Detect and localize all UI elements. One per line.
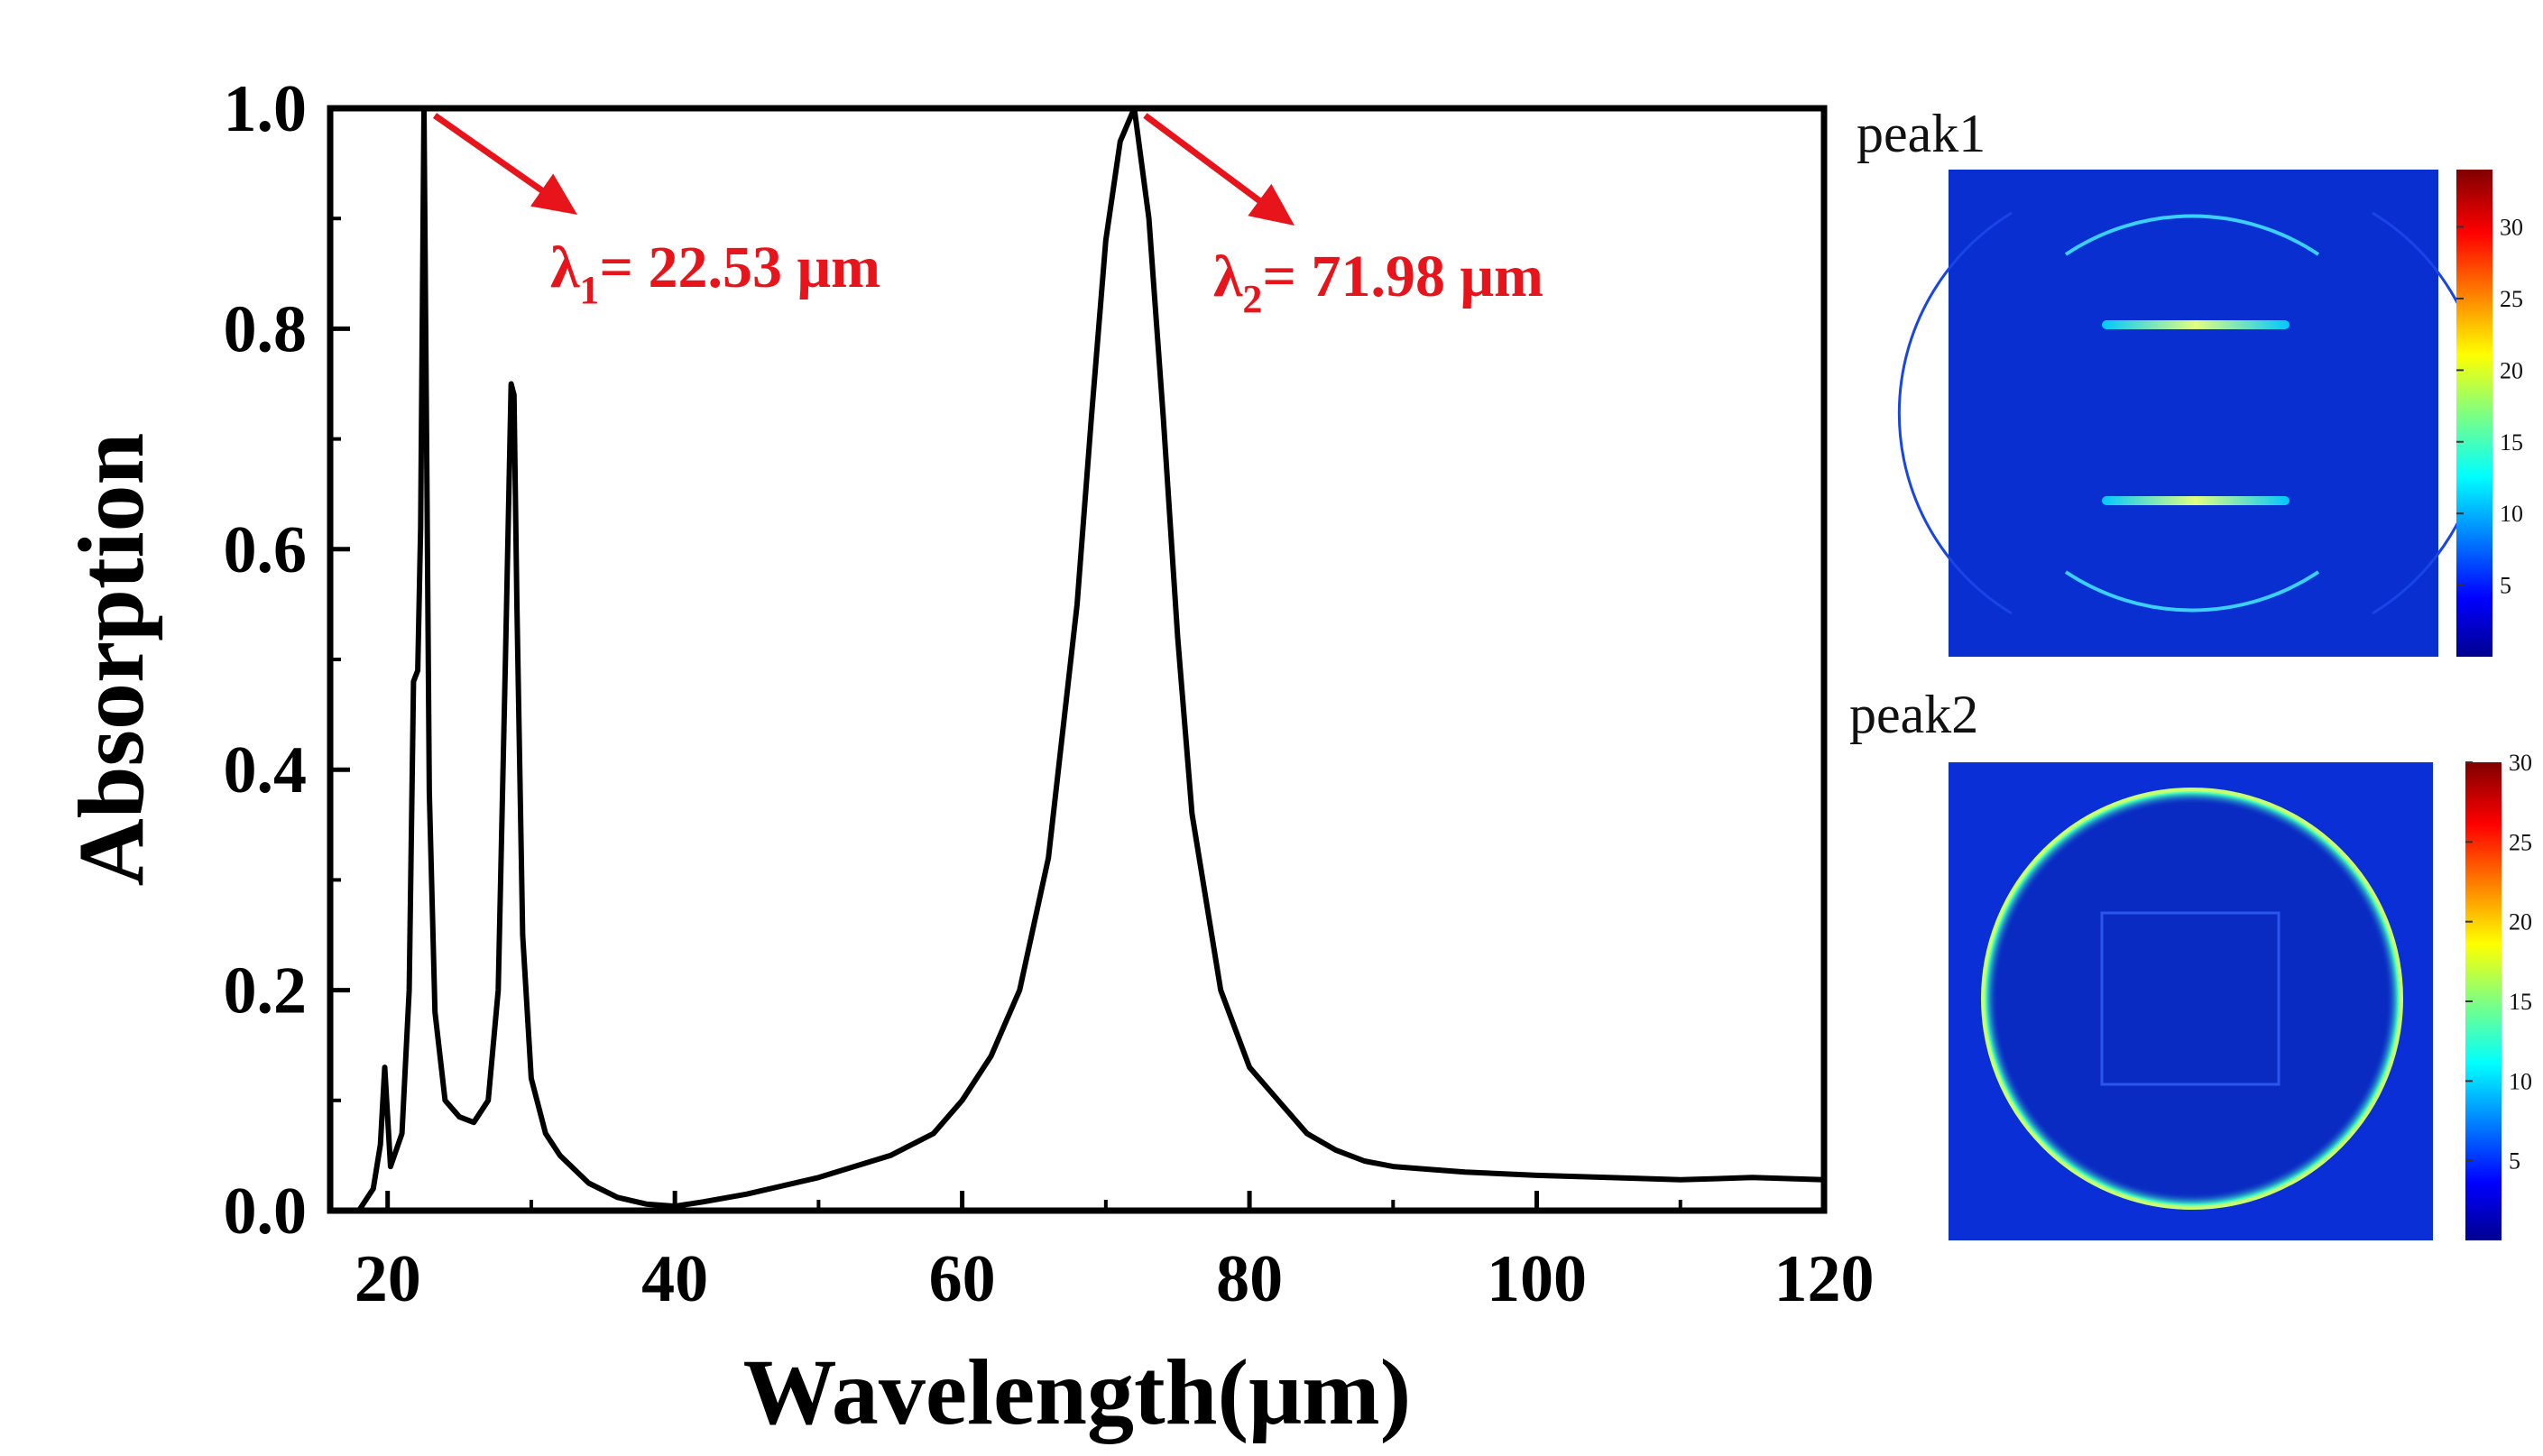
colorbar-tick-label: 10 [2509, 1068, 2532, 1094]
colorbar-tick-label: 20 [2500, 357, 2523, 383]
colorbar-tick-label: 15 [2500, 429, 2523, 456]
peak-annotation: λ2= 71.98 μm [1143, 113, 1543, 321]
colorbar-tick-label: 20 [2509, 909, 2532, 935]
peak-annotation: λ1= 22.53 μm [432, 113, 880, 312]
annotation-arrow-line [432, 113, 564, 207]
peak-annotations: λ1= 22.53 μm λ2= 71.98 μm [432, 113, 1543, 321]
colorbar-ticks-peak2: 5 10 15 20 25 30 [2465, 750, 2532, 1175]
plot-frame [327, 105, 1828, 1214]
absorption-plot: 0.0 0.2 0.4 0.6 0.8 1.0 20 40 60 80 100 120 λ1= 22… [60, 72, 1875, 1444]
y-tick-label: 0.4 [224, 733, 308, 807]
x-tick-label: 100 [1487, 1242, 1587, 1316]
x-tick-label: 20 [355, 1242, 421, 1316]
colorbar-tick-label: 10 [2500, 501, 2523, 527]
colorbar-tick-label: 25 [2500, 286, 2523, 312]
inset-peak2: peak2 5 10 15 20 25 30 [1849, 685, 2532, 1240]
x-tick-label: 80 [1216, 1242, 1283, 1316]
y-axis-ticks: 0.0 0.2 0.4 0.6 0.8 1.0 [224, 72, 350, 1249]
annotation-label: λ1= 22.53 μm [550, 235, 880, 312]
x-tick-label: 120 [1774, 1242, 1875, 1316]
inset-peak1: peak1 5 10 15 20 25 30 [1857, 104, 2523, 657]
x-axis-title: Wavelength(μm) [743, 1341, 1412, 1444]
y-tick-label: 0.0 [224, 1175, 308, 1249]
absorption-curve [356, 106, 1825, 1212]
field-map-peak1 [1949, 170, 2438, 657]
x-tick-label: 60 [929, 1242, 996, 1316]
colorbar-tick-label: 5 [2509, 1148, 2520, 1175]
colorbar-peak1 [2456, 170, 2492, 657]
colorbar-tick-label: 25 [2509, 829, 2532, 855]
y-tick-label: 0.2 [224, 954, 308, 1028]
y-tick-label: 0.8 [224, 292, 308, 366]
y-axis-title: Absorption [60, 433, 163, 887]
y-tick-label: 1.0 [224, 72, 308, 146]
annotation-arrow-head [1248, 183, 1295, 226]
colorbar-tick-label: 5 [2500, 573, 2511, 599]
inset-title-peak1: peak1 [1857, 104, 1986, 163]
annotation-arrow-line [1143, 113, 1281, 217]
colorbar-tick-label: 15 [2509, 989, 2532, 1015]
x-tick-label: 40 [641, 1242, 708, 1316]
colorbar-tick-label: 30 [2509, 750, 2532, 776]
x-axis-ticks: 20 40 60 80 100 120 [355, 1191, 1875, 1316]
annotation-label: λ2= 71.98 μm [1213, 244, 1543, 321]
inset-title-peak2: peak2 [1849, 685, 1978, 744]
colorbar-tick-label: 30 [2500, 215, 2523, 241]
y-tick-label: 0.6 [224, 513, 308, 587]
colorbar-ticks-peak1: 5 10 15 20 25 30 [2456, 215, 2523, 599]
annotation-arrow-head [530, 173, 577, 215]
